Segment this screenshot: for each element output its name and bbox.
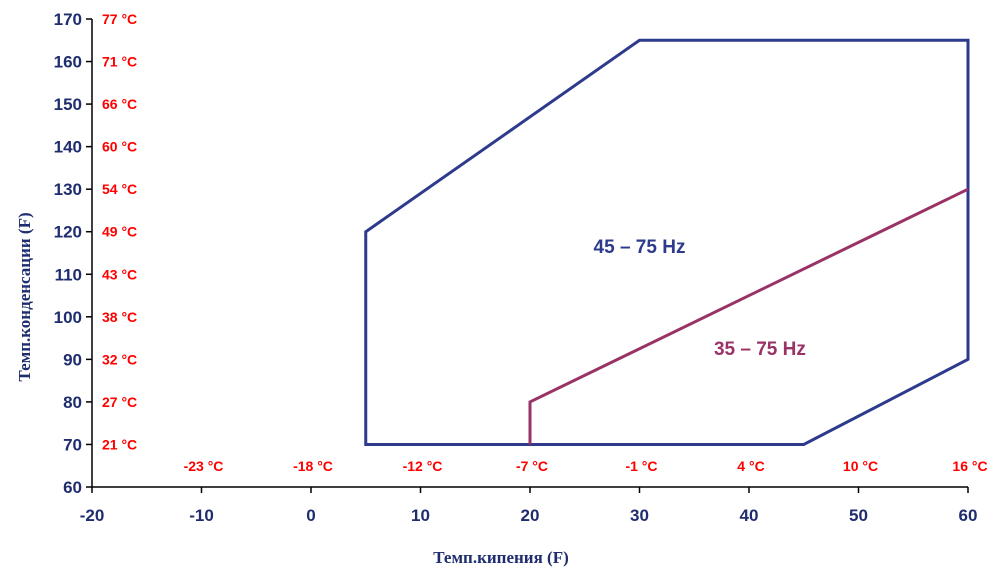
celsius-y-labels: 21 °C 27 °C 32 °C 38 °C 43 °C 49 °C 54 °C 60 °C… [102,11,137,452]
y-tick-label: 140 [54,138,82,157]
x-tick-labels: -20 -10 0 10 20 30 40 50 60 [80,487,978,525]
series-line-1 [528,187,969,445]
x-tick-label: 50 [849,506,868,525]
y-tick-label: 150 [54,95,82,114]
y-tick-label: 100 [54,308,82,327]
x-tick-label: 0 [306,506,315,525]
celsius-y-label: 27 °C [102,394,137,410]
y-tick-label: 90 [63,350,82,369]
celsius-x-label: 16 °C [952,458,987,474]
x-tick-label: -20 [80,506,105,525]
celsius-x-label: 10 °C [843,458,878,474]
celsius-y-label: 66 °C [102,96,137,112]
series-label-0: 45 – 75 Hz [594,237,686,258]
x-tick-label: 60 [959,506,978,525]
celsius-y-label: 49 °C [102,224,137,240]
y-tick-label: 60 [63,478,82,497]
y-tick-label: 170 [54,10,82,29]
y-tick-labels: 60 70 80 90 100 110 120 130 140 150 160 170 [54,10,92,497]
y-axis-title: Темп.конденсации (F) [15,212,34,381]
series-line-0 [364,38,970,446]
y-tick-label: 160 [54,53,82,72]
y-tick-label: 80 [63,393,82,412]
celsius-x-label: -18 °C [293,458,333,474]
x-tick-label: 20 [521,506,540,525]
celsius-y-label: 43 °C [102,266,137,282]
celsius-x-labels: -23 °C -18 °C -12 °C -7 °C -1 °C 4 °C 10 °C 16 … [184,458,988,474]
celsius-y-label: 54 °C [102,181,137,197]
celsius-x-label: 4 °C [737,458,764,474]
celsius-x-label: -1 °C [625,458,657,474]
celsius-y-label: 38 °C [102,309,137,325]
series-group: 45 – 75 Hz 35 – 75 Hz [364,38,970,446]
celsius-y-label: 71 °C [102,54,137,70]
series-label-1: 35 – 75 Hz [714,339,806,360]
y-tick-label: 70 [63,435,82,454]
x-tick-label: 30 [630,506,649,525]
celsius-x-label: -7 °C [516,458,548,474]
y-tick-label: 130 [54,180,82,199]
celsius-x-label: -12 °C [403,458,443,474]
celsius-y-label: 32 °C [102,351,137,367]
x-axis-title: Темп.кипения (F) [433,548,569,567]
celsius-y-label: 77 °C [102,11,137,27]
y-tick-label: 110 [55,265,82,284]
x-tick-label: 40 [740,506,759,525]
x-tick-label: 10 [411,506,430,525]
y-tick-label: 120 [54,223,82,242]
celsius-x-label: -23 °C [184,458,224,474]
celsius-y-label: 21 °C [102,436,137,452]
celsius-y-label: 60 °C [102,139,137,155]
x-tick-label: -10 [189,506,214,525]
